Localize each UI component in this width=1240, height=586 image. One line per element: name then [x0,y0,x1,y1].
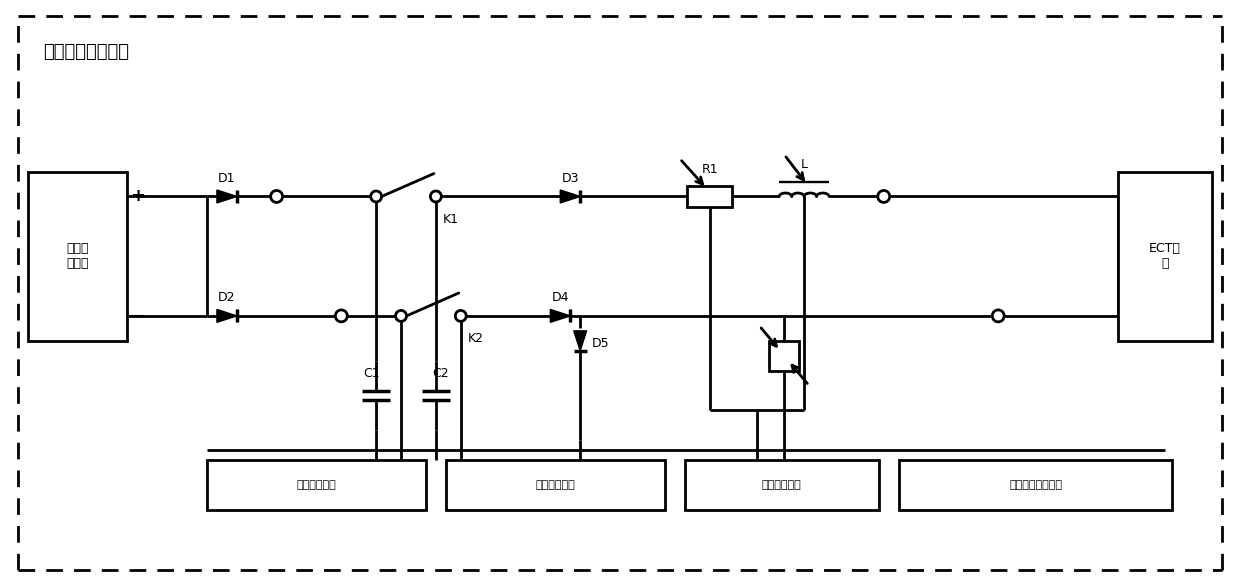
Bar [684,460,879,510]
Circle shape [455,311,466,321]
Circle shape [430,191,441,202]
Bar [687,186,732,207]
Circle shape [335,310,347,322]
Polygon shape [217,309,237,322]
Text: R1: R1 [702,163,718,176]
Text: D5: D5 [591,338,609,350]
Text: D4: D4 [552,291,569,305]
Text: 波形监测模块: 波形监测模块 [761,480,801,490]
Text: −: − [129,306,145,325]
Bar [27,172,128,341]
Polygon shape [574,331,587,351]
Bar [1117,172,1213,341]
Circle shape [396,311,407,321]
Text: D1: D1 [218,172,236,185]
Text: 暂态波形产生电路: 暂态波形产生电路 [42,43,129,61]
Polygon shape [217,190,237,203]
Text: K2: K2 [467,332,484,345]
Polygon shape [551,309,570,322]
Polygon shape [560,190,580,203]
Text: D3: D3 [562,172,579,185]
Text: D2: D2 [218,291,236,305]
Text: 暂态波形调节模块: 暂态波形调节模块 [1009,480,1061,490]
Text: 直流充
电电源: 直流充 电电源 [66,242,89,270]
Bar [769,341,799,370]
Text: L: L [801,158,807,171]
Bar [446,460,665,510]
Text: ECT试
品: ECT试 品 [1149,242,1180,270]
Circle shape [270,190,283,202]
Circle shape [992,310,1004,322]
Bar [899,460,1172,510]
Text: K1: K1 [443,213,459,226]
Text: 放电控制模块: 放电控制模块 [536,480,575,490]
Text: C1: C1 [363,367,379,380]
Text: +: + [130,188,145,206]
Circle shape [878,190,890,202]
Circle shape [371,191,382,202]
Text: C2: C2 [433,367,449,380]
Bar [207,460,425,510]
Text: 充电控制模块: 充电控制模块 [296,480,336,490]
